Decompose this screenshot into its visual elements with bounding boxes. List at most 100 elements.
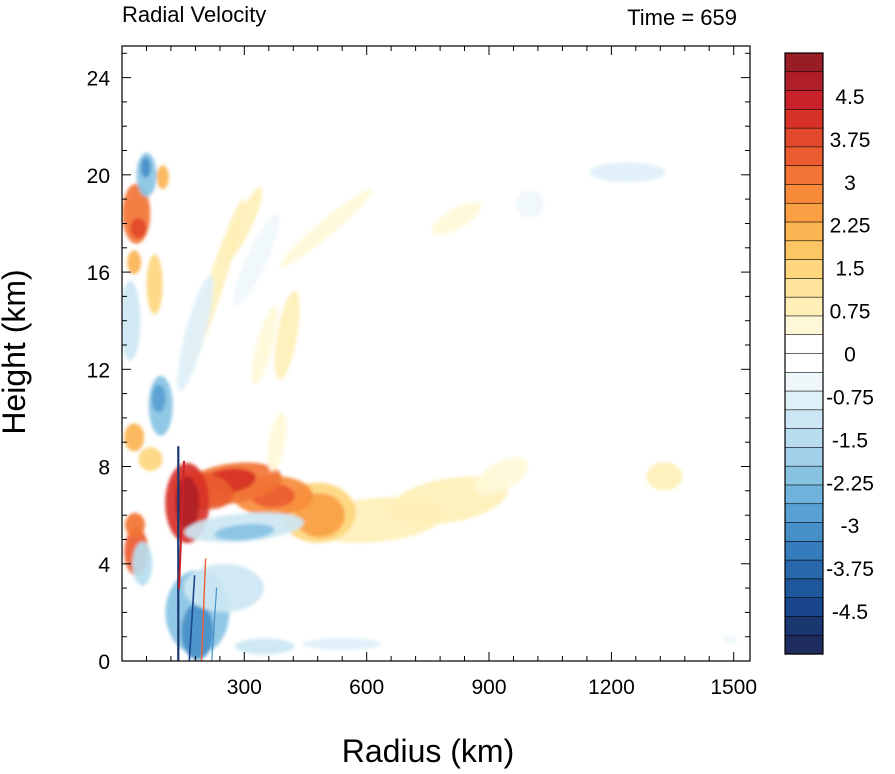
contour-streak bbox=[200, 558, 207, 661]
colorbar-tick-label: 1.5 bbox=[835, 258, 864, 281]
contour-streak bbox=[178, 460, 185, 590]
contour-blob bbox=[589, 162, 666, 183]
colorbar-swatch bbox=[784, 353, 824, 373]
contour-blob bbox=[151, 384, 166, 413]
contour-blob bbox=[156, 165, 169, 190]
plot-frame bbox=[121, 45, 751, 662]
colorbar-tick-label: 0.75 bbox=[830, 301, 871, 324]
x-tick-label: 600 bbox=[349, 676, 384, 699]
colorbar: 4.5 3.75 3 2.25 1.5 0.75 0 -0.75 -1.5 -2.25 -3 -3.7… bbox=[784, 52, 874, 655]
colorbar-tick-label: -3.75 bbox=[826, 558, 874, 581]
colorbar-tick-label: -0.75 bbox=[826, 386, 874, 409]
x-tick-label: 900 bbox=[471, 676, 506, 699]
colorbar-swatch bbox=[784, 71, 824, 92]
colorbar-tick-label: -4.5 bbox=[832, 601, 868, 624]
contour-blob bbox=[124, 423, 145, 452]
plot-background bbox=[122, 46, 750, 661]
contour-field bbox=[122, 152, 738, 660]
contour-blob bbox=[181, 603, 214, 660]
colorbar-swatch bbox=[784, 240, 824, 261]
colorbar-swatch bbox=[784, 127, 824, 148]
contour-blob bbox=[122, 280, 141, 361]
colorbar-swatch bbox=[784, 390, 824, 411]
colorbar-swatch bbox=[784, 484, 824, 505]
contour-blob bbox=[302, 638, 383, 650]
colorbar-swatch bbox=[784, 165, 824, 186]
colorbar-swatch bbox=[784, 597, 824, 618]
y-axis-label: Height (km) bbox=[0, 269, 32, 434]
contour-blob bbox=[225, 187, 263, 260]
colorbar-swatch bbox=[784, 371, 824, 392]
colorbar-swatch bbox=[784, 146, 824, 167]
colorbar-tick-label: -2.25 bbox=[826, 472, 874, 495]
colorbar-swatch bbox=[784, 578, 824, 599]
x-tick-label: 300 bbox=[227, 676, 262, 699]
contour-blob bbox=[146, 254, 163, 315]
chart-title-right: Time = 659 bbox=[627, 5, 737, 30]
contour-blob bbox=[183, 564, 264, 613]
contour-blob bbox=[474, 457, 529, 496]
colorbar-swatch bbox=[784, 522, 824, 542]
contour-blob bbox=[721, 635, 738, 644]
y-tick-label: 20 bbox=[87, 165, 110, 188]
colorbar-tick-label: 4.5 bbox=[835, 86, 864, 109]
colorbar-swatch bbox=[784, 409, 824, 430]
colorbar-swatch bbox=[784, 465, 824, 486]
contour-blob bbox=[125, 512, 145, 537]
contour-blob bbox=[138, 447, 163, 472]
contour-blob bbox=[646, 462, 683, 491]
colorbar-swatch bbox=[784, 634, 824, 655]
contour-blob bbox=[214, 523, 275, 541]
colorbar-tick-label: -3 bbox=[841, 515, 860, 538]
contour-blob bbox=[251, 306, 278, 384]
y-tick-label: 16 bbox=[87, 262, 110, 285]
colorbar-frame bbox=[784, 52, 824, 655]
colorbar-swatch bbox=[784, 52, 824, 73]
contour-blob bbox=[431, 202, 482, 236]
contour-blob bbox=[130, 218, 147, 239]
axis-ticks: 300 600 900 1200 1500 0 4 8 12 16 20 24 bbox=[87, 46, 757, 699]
contour-blob bbox=[132, 541, 153, 586]
colorbar-tick-label: 2.25 bbox=[830, 215, 871, 238]
x-tick-label: 1500 bbox=[710, 676, 757, 699]
y-tick-label: 8 bbox=[98, 457, 110, 480]
colorbar-swatch bbox=[784, 202, 824, 223]
colorbar-swatch bbox=[784, 428, 824, 449]
contour-streak bbox=[211, 587, 218, 661]
y-tick-label: 12 bbox=[87, 359, 110, 382]
colorbar-tick-label: 3 bbox=[844, 172, 856, 195]
colorbar-swatch bbox=[784, 315, 824, 336]
contour-streak bbox=[188, 575, 196, 661]
x-tick-label: 1200 bbox=[588, 676, 635, 699]
y-tick-label: 0 bbox=[98, 651, 110, 674]
colorbar-swatch bbox=[784, 296, 824, 317]
colorbar-swatch bbox=[784, 503, 824, 524]
colorbar-swatch bbox=[784, 278, 824, 298]
contour-blob bbox=[267, 412, 287, 472]
contour-blob bbox=[233, 214, 280, 306]
colorbar-tick-label: -1.5 bbox=[832, 429, 868, 452]
contour-blob bbox=[234, 638, 295, 655]
colorbar-swatch bbox=[784, 259, 824, 279]
contour-blob bbox=[140, 157, 151, 178]
colorbar-tick-label: 3.75 bbox=[830, 129, 871, 152]
chart-title-left: Radial Velocity bbox=[122, 2, 266, 27]
contour-blob bbox=[127, 250, 142, 275]
x-axis-label: Radius (km) bbox=[342, 733, 514, 769]
contour-blob bbox=[177, 274, 214, 391]
y-tick-label: 4 bbox=[98, 554, 110, 577]
colorbar-swatch bbox=[784, 334, 824, 355]
colorbar-swatch bbox=[784, 109, 824, 129]
colorbar-swatch bbox=[784, 447, 824, 467]
colorbar-tick-label: 0 bbox=[844, 344, 856, 367]
colorbar-swatch bbox=[784, 221, 824, 242]
colorbar-swatch bbox=[784, 616, 824, 636]
colorbar-swatch bbox=[784, 541, 824, 561]
contour-streaks bbox=[177, 446, 218, 661]
y-tick-label: 24 bbox=[87, 68, 111, 91]
contour-blob bbox=[515, 190, 544, 218]
contour-blob bbox=[274, 290, 300, 380]
colorbar-swatch bbox=[784, 184, 824, 204]
colorbar-swatch bbox=[784, 559, 824, 580]
